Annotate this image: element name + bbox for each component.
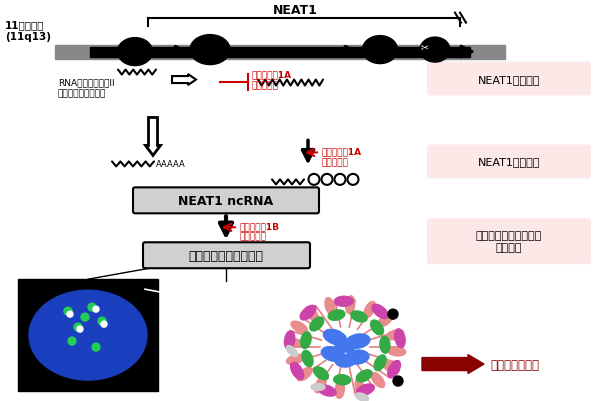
Ellipse shape (386, 330, 404, 340)
Ellipse shape (323, 330, 347, 345)
Ellipse shape (305, 307, 319, 322)
Circle shape (64, 308, 72, 315)
Bar (90, 47, 470, 57)
FancyBboxPatch shape (427, 145, 591, 179)
Bar (18, 279, 158, 391)
FancyBboxPatch shape (133, 188, 319, 214)
Text: タンパク質会合による
構造構築: タンパク質会合による 構造構築 (476, 231, 542, 253)
Ellipse shape (118, 38, 152, 67)
Ellipse shape (335, 355, 355, 367)
FancyArrow shape (422, 355, 484, 374)
FancyBboxPatch shape (143, 243, 310, 269)
Circle shape (388, 310, 398, 319)
Ellipse shape (388, 360, 400, 378)
FancyArrow shape (146, 118, 161, 156)
Ellipse shape (297, 367, 312, 381)
Ellipse shape (371, 320, 383, 335)
Ellipse shape (328, 310, 345, 320)
Circle shape (68, 337, 76, 345)
FancyArrow shape (172, 75, 196, 86)
Ellipse shape (356, 370, 372, 382)
Ellipse shape (29, 290, 147, 380)
Ellipse shape (346, 296, 355, 314)
Ellipse shape (284, 338, 302, 348)
Circle shape (101, 321, 107, 327)
Ellipse shape (362, 36, 398, 65)
Ellipse shape (383, 362, 399, 373)
Text: 遺伝子発現制御: 遺伝子発現制御 (490, 358, 539, 371)
Ellipse shape (345, 350, 369, 364)
Ellipse shape (335, 340, 355, 352)
Text: 11番染色体
(11q13): 11番染色体 (11q13) (5, 20, 51, 42)
Text: NEAT1 ncRNA: NEAT1 ncRNA (178, 194, 274, 207)
FancyBboxPatch shape (427, 219, 591, 265)
Ellipse shape (310, 317, 323, 331)
Ellipse shape (291, 321, 307, 333)
Ellipse shape (286, 354, 304, 365)
Ellipse shape (334, 296, 353, 306)
Ellipse shape (420, 38, 450, 63)
Ellipse shape (355, 393, 368, 401)
Circle shape (74, 323, 82, 331)
Circle shape (81, 313, 89, 321)
Text: NEAT1: NEAT1 (272, 4, 317, 16)
Ellipse shape (286, 346, 298, 357)
Ellipse shape (290, 363, 304, 379)
Ellipse shape (284, 331, 295, 350)
Text: NEAT1の安定化: NEAT1の安定化 (478, 157, 540, 167)
Ellipse shape (380, 336, 390, 353)
Ellipse shape (351, 311, 367, 322)
Text: NEAT1の生合成: NEAT1の生合成 (478, 74, 540, 84)
Circle shape (393, 376, 403, 386)
Bar (55, 45, 505, 59)
Ellipse shape (395, 329, 405, 348)
Ellipse shape (311, 384, 325, 391)
Ellipse shape (300, 306, 316, 320)
Ellipse shape (355, 379, 365, 397)
Circle shape (88, 304, 96, 311)
Ellipse shape (346, 334, 370, 348)
Text: カテゴリー1A
タンパク質: カテゴリー1A タンパク質 (252, 71, 292, 90)
Ellipse shape (302, 350, 313, 367)
Text: AAAAA: AAAAA (156, 160, 186, 168)
Circle shape (67, 311, 73, 317)
Ellipse shape (190, 36, 230, 65)
Ellipse shape (356, 384, 374, 396)
Ellipse shape (314, 377, 326, 393)
Circle shape (93, 306, 99, 312)
Ellipse shape (372, 304, 388, 319)
Ellipse shape (301, 332, 311, 348)
Ellipse shape (325, 298, 335, 315)
Ellipse shape (321, 347, 345, 362)
Text: パラスペックル構造体: パラスペックル構造体 (188, 249, 263, 262)
Ellipse shape (378, 314, 393, 327)
Text: カテゴリー1A
タンパク質: カテゴリー1A タンパク質 (322, 147, 362, 166)
Text: ✂: ✂ (421, 43, 429, 53)
Ellipse shape (388, 347, 406, 356)
Text: カテゴリー1B
タンパク質: カテゴリー1B タンパク質 (240, 222, 280, 241)
Ellipse shape (364, 302, 376, 318)
Text: RNAポリメラーゼII
（転写をする酵素）: RNAポリメラーゼII （転写をする酵素） (58, 78, 115, 98)
Ellipse shape (371, 373, 385, 388)
FancyBboxPatch shape (427, 63, 591, 96)
Ellipse shape (374, 355, 386, 371)
Circle shape (98, 317, 106, 325)
Ellipse shape (314, 367, 328, 380)
Circle shape (92, 343, 100, 351)
Ellipse shape (335, 381, 344, 399)
Circle shape (77, 326, 83, 332)
Ellipse shape (318, 385, 336, 396)
Ellipse shape (334, 375, 350, 385)
